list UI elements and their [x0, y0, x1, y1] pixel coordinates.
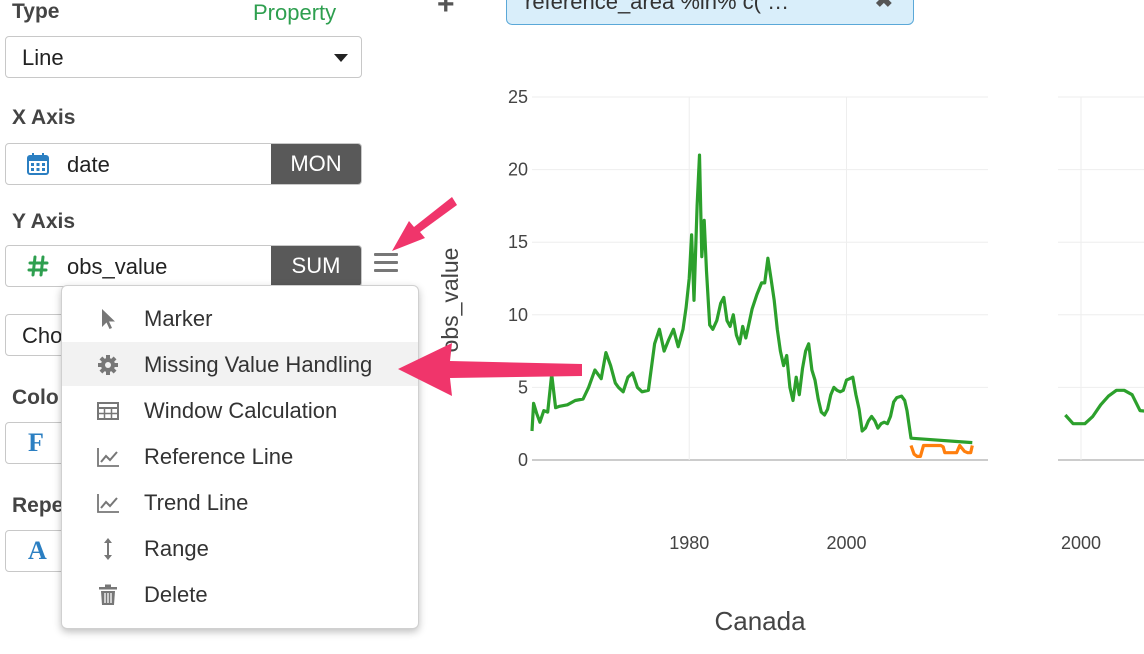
chart-line-icon: [97, 448, 119, 467]
x-tick-label: 1980: [669, 533, 709, 553]
table-icon: [97, 402, 119, 420]
menu-icon[interactable]: [374, 253, 398, 277]
property-link[interactable]: Property: [253, 0, 337, 25]
filter-chip[interactable]: reference_area %in% c( … ✖: [506, 0, 914, 25]
calendar-icon: [27, 153, 49, 175]
y-tick-label: 5: [518, 377, 528, 397]
gear-icon: [98, 355, 118, 375]
hidden-select-text: Cho: [22, 323, 63, 348]
x-axis-aggregation-button[interactable]: MON: [271, 144, 361, 184]
x-axis-field[interactable]: date MON: [5, 143, 362, 185]
hash-icon: [27, 255, 49, 277]
menu-item-label: Missing Value Handling: [144, 352, 373, 377]
axis-options-menu: Marker Missing Value Handling Window Cal…: [61, 285, 419, 629]
trend-line-icon: [97, 494, 119, 513]
y-axis-label: Y Axis: [12, 210, 76, 233]
y-tick-label: 15: [508, 232, 528, 252]
series-line-2: [1064, 388, 1144, 426]
series-line-1: [909, 443, 974, 458]
y-axis-aggregation-button[interactable]: SUM: [271, 246, 361, 286]
menu-item-range[interactable]: Range: [62, 526, 418, 570]
menu-item-trend-line[interactable]: Trend Line: [62, 480, 418, 524]
menu-item-label: Delete: [144, 582, 208, 607]
add-filter-icon[interactable]: +: [437, 0, 455, 21]
y-tick-label: 25: [508, 87, 528, 107]
menu-item-reference-line[interactable]: Reference Line: [62, 434, 418, 478]
close-icon[interactable]: ✖: [875, 0, 893, 13]
facet-label: Canada: [714, 606, 806, 636]
menu-item-label: Trend Line: [144, 490, 249, 515]
vertical-arrows-icon: [104, 538, 112, 560]
repeat-label: Repe: [12, 494, 64, 517]
menu-item-label: Range: [144, 536, 209, 561]
font-a-icon: A: [28, 536, 47, 565]
series-line-0: [530, 153, 973, 445]
color-label: Colo: [12, 386, 59, 409]
chart-type-value: Line: [22, 45, 64, 70]
menu-item-marker[interactable]: Marker: [62, 296, 418, 340]
menu-item-label: Reference Line: [144, 444, 294, 469]
chevron-down-icon: [334, 54, 348, 62]
y-axis-field-name: obs_value: [67, 254, 168, 279]
menu-item-label: Window Calculation: [144, 398, 338, 423]
y-axis-field[interactable]: obs_value SUM: [5, 245, 362, 287]
x-tick-label: 2000: [826, 533, 866, 553]
cursor-icon: [102, 309, 115, 329]
menu-item-delete[interactable]: Delete: [62, 572, 418, 616]
x-axis-field-name: date: [67, 152, 110, 177]
y-axis-title: obs_value: [437, 248, 463, 353]
font-icon: F: [28, 428, 44, 457]
x-axis-label: X Axis: [12, 106, 76, 129]
y-tick-label: 0: [518, 450, 528, 470]
chart-type-select[interactable]: Line: [5, 36, 362, 78]
filter-chip-text: reference_area %in% c( …: [525, 0, 790, 14]
trash-icon: [99, 584, 117, 605]
y-tick-label: 20: [508, 160, 528, 180]
y-tick-label: 10: [508, 305, 528, 325]
menu-item-window-calculation[interactable]: Window Calculation: [62, 388, 418, 432]
menu-item-missing-value-handling[interactable]: Missing Value Handling: [62, 342, 418, 386]
type-label: Type: [12, 0, 60, 23]
menu-item-label: Marker: [144, 306, 213, 331]
x-tick-label-facet2: 2000: [1061, 533, 1101, 553]
